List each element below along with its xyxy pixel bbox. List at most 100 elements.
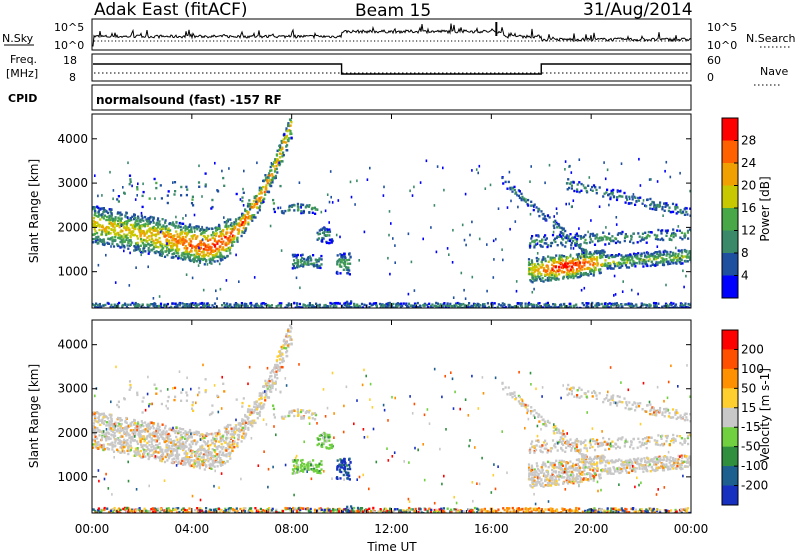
data-cell [220,443,223,446]
data-cell [142,247,146,250]
data-cell [570,181,573,184]
data-cell [321,240,324,243]
data-cell [358,259,360,262]
data-cell [372,302,375,305]
data-cell [655,235,658,238]
data-cell [228,451,232,454]
data-cell [141,194,144,198]
data-cell [451,261,454,264]
data-cell [666,252,669,256]
data-cell [314,258,317,261]
data-cell [140,305,143,308]
data-cell [112,450,116,453]
data-cell [237,230,240,233]
data-cell [341,254,344,257]
data-cell [128,284,131,287]
data-cell [293,259,296,262]
data-cell [120,418,123,422]
data-cell [208,463,211,467]
data-cell [262,385,265,388]
data-cell [564,260,567,263]
data-cell [555,236,558,240]
data-cell [102,443,105,447]
data-cell [328,238,331,241]
data-cell [251,216,254,219]
data-cell [662,261,665,264]
data-cell [653,208,656,211]
data-cell [275,370,278,373]
data-cell [105,230,109,234]
data-cell [287,209,290,212]
power-ylabel: Slant Range [km] [27,159,41,263]
data-cell [527,258,531,261]
data-cell [582,261,585,264]
data-cell [517,205,519,209]
data-cell [167,436,170,439]
data-cell [202,461,206,465]
data-cell [94,206,97,209]
data-cell [128,183,131,186]
data-cell [669,303,672,306]
data-cell [102,217,105,220]
data-cell [225,241,228,245]
data-cell [152,445,155,448]
data-cell [301,256,304,260]
data-cell [127,161,129,165]
data-cell [213,444,216,448]
data-cell [663,253,666,256]
data-cell [198,246,200,250]
data-cell [97,194,99,198]
data-cell [242,221,245,224]
data-cell [303,262,307,265]
data-cell [604,243,607,246]
data-cell [102,243,105,246]
data-cell [257,305,260,308]
data-cell [528,272,531,276]
data-cell [231,446,234,450]
data-cell [112,225,115,228]
data-cell [574,233,577,237]
data-cell [244,427,247,430]
data-cell [602,195,605,198]
data-cell [147,306,150,308]
data-cell [565,236,568,239]
data-cell [265,389,268,393]
data-cell [187,252,190,256]
data-cell [598,205,601,208]
data-cell [229,457,232,460]
data-cell [594,268,597,271]
data-cell [318,264,321,268]
data-cell [578,227,580,230]
data-cell [345,268,348,271]
data-cell [563,255,566,258]
data-cell [220,240,223,244]
data-cell [219,258,222,261]
data-cell [93,419,96,422]
data-cell [531,235,534,238]
data-cell [101,207,104,210]
data-cell [394,261,396,264]
data-cell [134,242,138,245]
data-cell [242,204,245,207]
data-cell [186,433,189,436]
data-cell [225,219,228,223]
data-cell [157,451,160,454]
data-cell [258,405,261,408]
data-cell [117,211,120,214]
data-cell [533,246,536,249]
data-cell [258,197,261,200]
data-cell [245,302,248,306]
data-cell [125,444,128,447]
data-cell [110,228,113,232]
data-cell [109,210,112,213]
data-cell [537,276,540,279]
data-cell [581,302,584,305]
data-cell [98,418,101,422]
data-cell [151,303,154,306]
data-cell [543,235,546,239]
data-cell [194,454,197,457]
data-cell [650,178,652,181]
data-cell [583,286,586,290]
data-cell [171,452,174,455]
data-cell [456,305,459,308]
